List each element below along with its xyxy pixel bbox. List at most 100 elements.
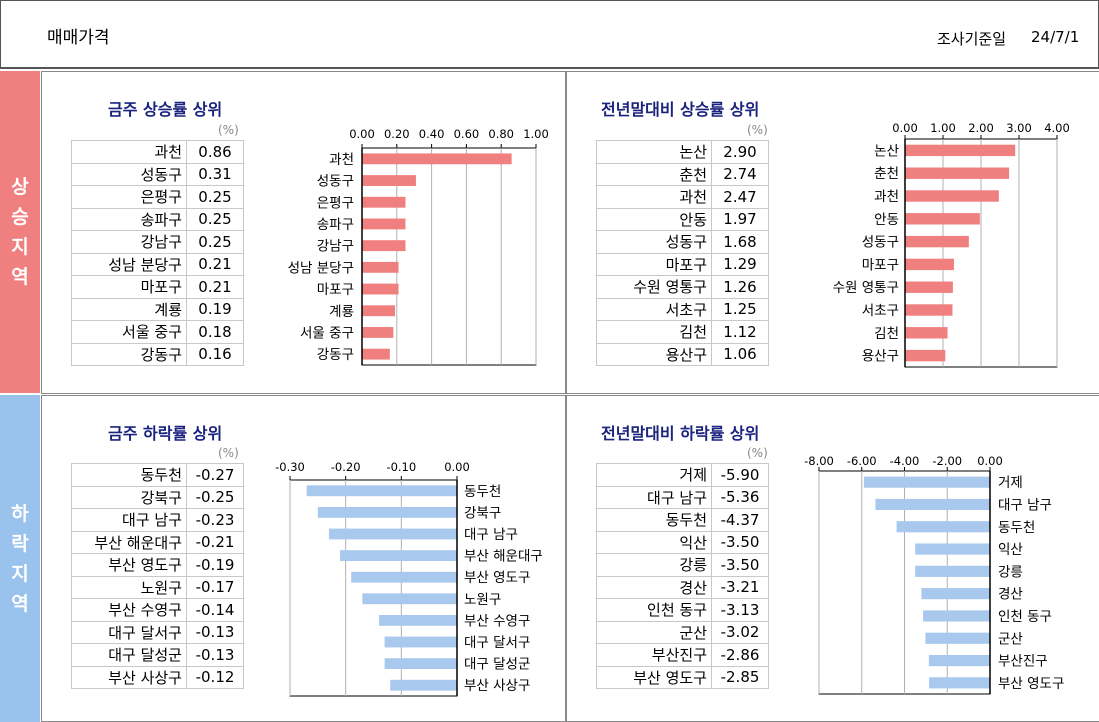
region-name: 김천 (596, 320, 712, 344)
change-rate: 0.16 (186, 342, 244, 366)
bar (905, 349, 946, 362)
change-rate: -0.27 (186, 463, 244, 487)
table-row: 부산 사상구 -0.12 (71, 665, 244, 689)
region-name: 은평구 (71, 185, 187, 209)
survey-date-label: 조사기준일 (937, 30, 1007, 48)
tick-label: 0.00 (892, 121, 918, 135)
tick-label: 4.00 (1044, 121, 1070, 135)
tick-label: -2.00 (932, 454, 962, 468)
category-label: 노원구 (464, 592, 501, 608)
bar (905, 258, 955, 271)
change-rate: -2.86 (711, 643, 769, 667)
bar (362, 175, 416, 186)
change-rate: 0.31 (186, 162, 244, 186)
region-name: 강남구 (71, 230, 187, 254)
region-name: 부산 영도구 (596, 665, 712, 689)
region-name: 거제 (596, 463, 712, 487)
region-name: 인천 동구 (596, 598, 712, 622)
tick-label: -0.20 (331, 460, 361, 474)
category-label: 부산 수영구 (464, 613, 530, 629)
table-row: 서초구 1.25 (596, 297, 769, 321)
change-rate: 1.68 (711, 230, 769, 254)
change-rate: 2.74 (711, 162, 769, 186)
category-label: 논산 (874, 143, 899, 159)
bar (905, 235, 969, 248)
table-row: 과천 0.86 (71, 140, 244, 164)
fall-region-band: 하락지역 (0, 395, 40, 722)
bar (362, 261, 399, 273)
header-bar: 매매가격 조사기준일 24/7/1 (0, 0, 1099, 69)
table-row: 대구 남구 -0.23 (71, 508, 244, 532)
table-row: 부산 영도구 -2.85 (596, 665, 769, 689)
category-label: 군산 (998, 631, 1023, 647)
region-name: 강릉 (596, 553, 712, 577)
bar (929, 677, 990, 689)
unit-label: (%) (218, 123, 239, 137)
ytd-fall-panel: 전년말대비 하락률 상위 (%) 거제 -5.90 대구 남구 -5.36 동두천 -4.… (566, 395, 1099, 722)
table-row: 부산 영도구 -0.19 (71, 553, 244, 577)
category-label: 성남 분당구 (288, 260, 354, 276)
table-row: 안동 1.97 (596, 207, 769, 231)
weekly-fall-panel: 금주 하락률 상위 (%) 동두천 -0.27 강북구 -0.25 대구 남구 -0.23… (41, 395, 566, 722)
change-rate: 1.97 (711, 207, 769, 231)
category-label: 부산진구 (998, 654, 1048, 670)
table-row: 익산 -3.50 (596, 530, 769, 554)
tick-label: 1.00 (930, 121, 956, 135)
bar (915, 565, 990, 577)
bar (362, 327, 394, 338)
change-rate: -0.25 (186, 485, 244, 509)
category-label: 인천 동구 (998, 609, 1052, 625)
bar (905, 327, 948, 339)
region-name: 논산 (596, 140, 712, 164)
category-label: 용산구 (862, 349, 899, 365)
value-table: 동두천 -0.27 강북구 -0.25 대구 남구 -0.23 부산 해운대구 -0.21 부산… (71, 463, 244, 689)
change-rate: 1.29 (711, 252, 769, 276)
bar (379, 615, 457, 626)
unit-label: (%) (747, 446, 768, 460)
category-label: 동두천 (998, 520, 1035, 536)
category-label: 마포구 (317, 282, 354, 298)
bar (328, 528, 457, 540)
category-label: 동두천 (464, 484, 501, 500)
value-table: 거제 -5.90 대구 남구 -5.36 동두천 -4.37 익산 -3.50 강릉 -3.50 경… (596, 463, 769, 689)
value-table: 과천 0.86 성동구 0.31 은평구 0.25 송파구 0.25 강남구 0.25 성남 분당구… (71, 140, 244, 366)
category-label: 춘천 (874, 166, 899, 182)
category-label: 서울 중구 (300, 325, 354, 341)
bar (362, 305, 396, 317)
change-rate: 0.25 (186, 185, 244, 209)
bar (362, 218, 406, 230)
table-row: 계룡 0.19 (71, 297, 244, 321)
tick-label: 0.40 (419, 127, 445, 141)
region-name: 부산 사상구 (71, 665, 187, 689)
category-label: 부산 영도구 (464, 570, 530, 586)
region-name: 계룡 (71, 297, 187, 321)
category-label: 부산 해운대구 (464, 549, 543, 565)
category-label: 강동구 (317, 347, 354, 363)
bar (362, 240, 406, 252)
bar (921, 588, 990, 600)
weekly-rise-panel: 금주 상승률 상위 (%) 과천 0.86 성동구 0.31 은평구 0.25 송파구 0.2… (41, 71, 566, 394)
category-label: 수원 영통구 (833, 280, 899, 296)
category-label: 익산 (998, 542, 1023, 558)
bar (905, 304, 953, 316)
change-rate: -0.12 (186, 665, 244, 689)
bar (384, 658, 457, 669)
change-rate: -3.13 (711, 598, 769, 622)
change-rate: -3.50 (711, 530, 769, 554)
bar (863, 476, 990, 488)
table-row: 거제 -5.90 (596, 463, 769, 487)
table-row: 용산구 1.06 (596, 342, 769, 366)
change-rate: -0.13 (186, 620, 244, 644)
category-label: 은평구 (317, 195, 354, 211)
region-name: 성동구 (596, 230, 712, 254)
category-label: 경산 (998, 587, 1023, 603)
table-row: 동두천 -4.37 (596, 508, 769, 532)
panel-title: 금주 상승률 상위 (108, 100, 223, 119)
page-title: 매매가격 (47, 28, 110, 48)
tick-label: 0.00 (977, 454, 1003, 468)
tick-label: 0.20 (384, 127, 410, 141)
change-rate: -0.13 (186, 643, 244, 667)
bar (362, 593, 457, 605)
bar (896, 521, 990, 533)
